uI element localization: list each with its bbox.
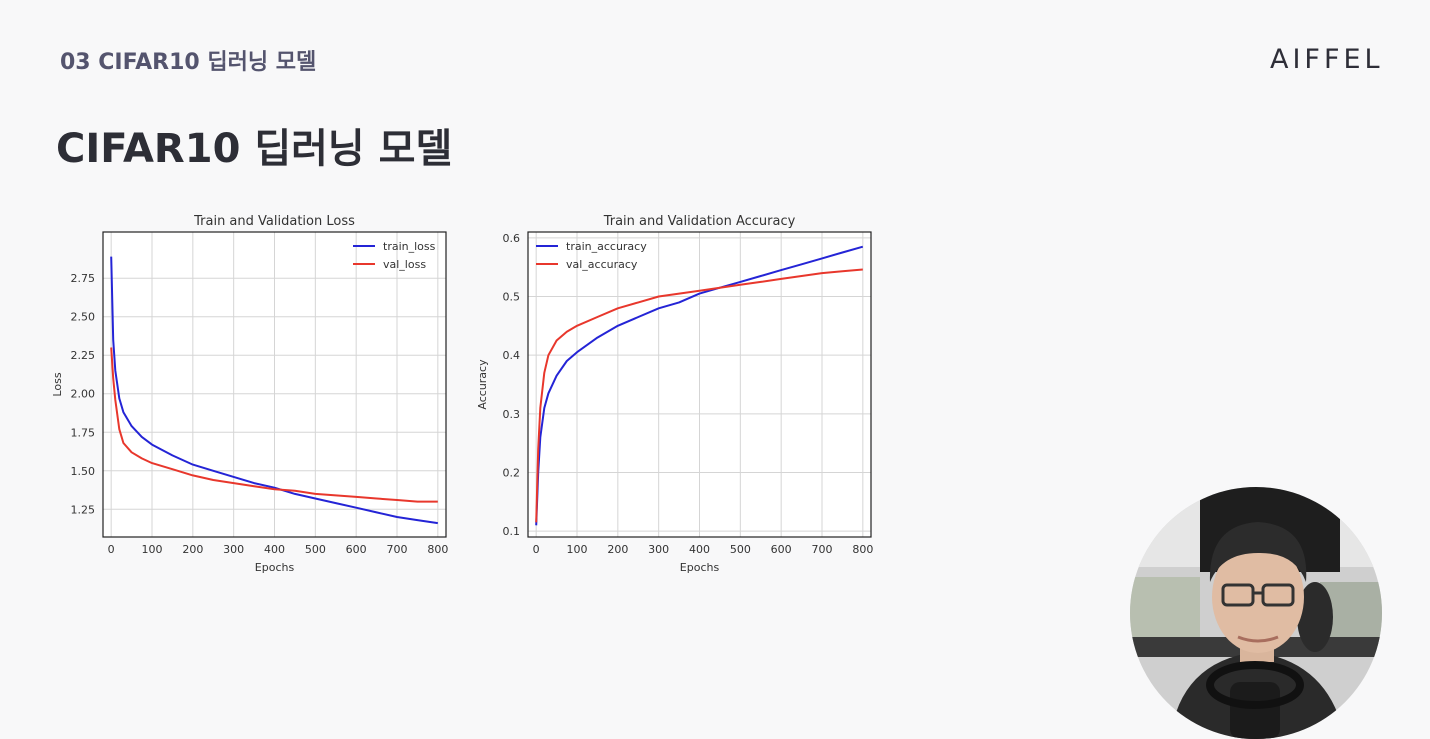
x-axis-label: Epochs [680, 561, 720, 574]
y-tick-label: 0.3 [503, 408, 521, 421]
legend-label-val_accuracy: val_accuracy [566, 258, 638, 271]
y-axis-label: Accuracy [476, 359, 489, 410]
x-tick-label: 600 [771, 543, 792, 556]
y-tick-label: 1.50 [71, 465, 96, 478]
loss-chart: 0 100 200 300 400 500 600 700 800 1.25 1.50 1.75 2.0… [40, 205, 460, 584]
x-axis-label: Epochs [255, 561, 295, 574]
y-tick-label: 0.5 [503, 291, 521, 304]
x-tick-label: 400 [264, 543, 285, 556]
section-label: 03 CIFAR10 딥러닝 모델 [60, 50, 317, 75]
accuracy-chart: 0 100 200 300 400 500 600 700 800 0.1 0.2 0.3 0.4 0.5… [465, 205, 885, 584]
y-tick-label: 1.75 [71, 426, 96, 439]
x-tick-label: 700 [812, 543, 833, 556]
x-tick-label: 100 [567, 543, 588, 556]
y-tick-label: 2.75 [71, 272, 96, 285]
brand-logo: AIFFEL [1270, 44, 1384, 75]
y-tick-label: 2.50 [71, 311, 96, 324]
loss-chart-svg: 0 100 200 300 400 500 600 700 800 1.25 1.50 1.75 2.0… [51, 214, 448, 574]
x-tick-label: 300 [648, 543, 669, 556]
x-tick-label: 800 [427, 543, 448, 556]
x-tick-label: 200 [607, 543, 628, 556]
y-tick-label: 0.6 [503, 232, 521, 245]
legend-label-train_accuracy: train_accuracy [566, 240, 647, 253]
x-tick-label: 600 [346, 543, 367, 556]
y-tick-label: 2.00 [71, 388, 96, 401]
series-line-val_loss [110, 347, 438, 503]
plot-frame [527, 231, 872, 538]
x-tick-label: 500 [305, 543, 326, 556]
x-tick-label: 700 [387, 543, 408, 556]
y-axis-label: Loss [51, 372, 64, 396]
plot-frame [102, 231, 447, 538]
legend-label-train_loss: train_loss [383, 240, 436, 253]
series-line-train_loss [110, 256, 438, 525]
x-tick-label: 100 [142, 543, 163, 556]
legend-label-val_loss: val_loss [383, 258, 426, 271]
x-tick-label: 800 [852, 543, 873, 556]
x-tick-label: 0 [533, 543, 540, 556]
x-tick-label: 300 [223, 543, 244, 556]
y-tick-label: 2.25 [71, 349, 96, 362]
presenter-video-image [1130, 487, 1382, 739]
x-tick-label: 0 [108, 543, 115, 556]
series-line-val_accuracy [535, 268, 863, 523]
chart-title: Train and Validation Accuracy [603, 214, 796, 229]
x-tick-label: 200 [182, 543, 203, 556]
chart-title: Train and Validation Loss [193, 214, 355, 229]
y-tick-label: 1.25 [71, 503, 96, 516]
y-tick-label: 0.2 [503, 466, 521, 479]
y-tick-label: 0.4 [503, 349, 521, 362]
y-tick-label: 0.1 [503, 525, 521, 538]
series-line-train_accuracy [535, 245, 864, 526]
presenter-webcam [1130, 487, 1382, 739]
page-title: CIFAR10 딥러닝 모델 [56, 126, 453, 172]
accuracy-chart-svg: 0 100 200 300 400 500 600 700 800 0.1 0.2 0.3 0.4 0.5… [476, 214, 873, 574]
x-tick-label: 500 [730, 543, 751, 556]
x-tick-label: 400 [689, 543, 710, 556]
